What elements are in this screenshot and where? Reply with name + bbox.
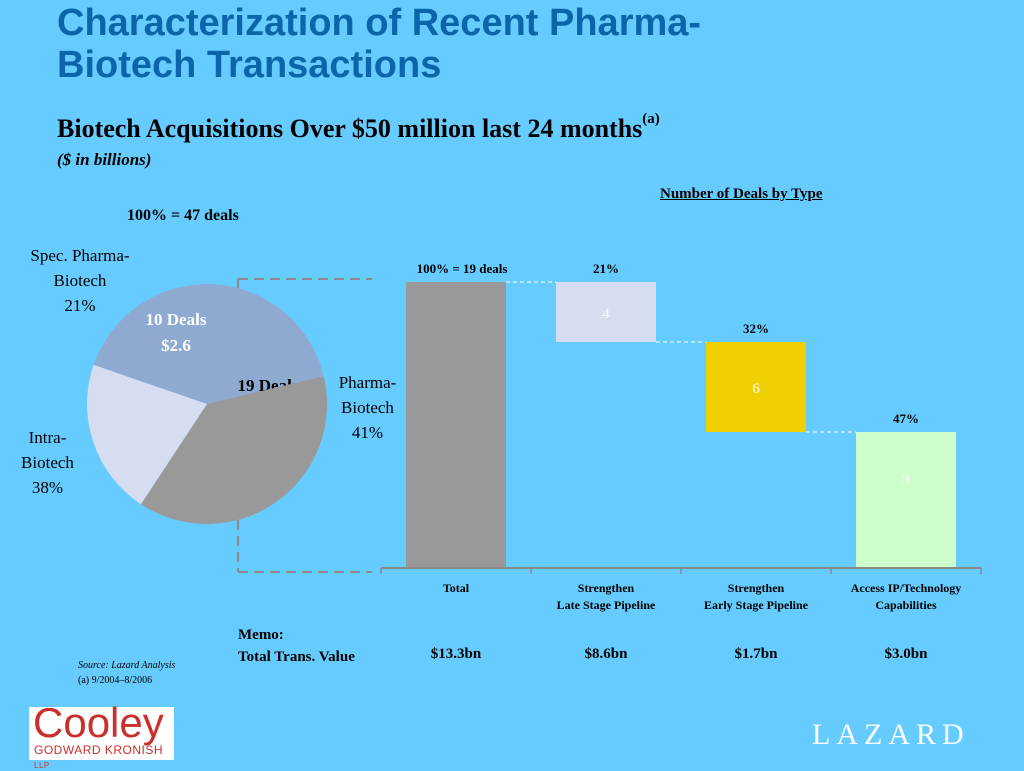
bar-top-label: 21% [593,261,619,276]
category-label-line: Access IP/Technology [850,581,962,595]
bar-ip-tech [856,432,956,567]
category-label-late-stage: Strengthen Late Stage Pipeline [531,580,681,614]
pie-label-line: 38% [31,478,64,497]
page-title: Characterization of Recent Pharma- Biote… [57,2,957,86]
units-note: ($ in billions) [57,150,152,169]
bar-value-label: 4 [602,306,610,322]
bar-total [406,282,506,567]
pie-label-line: Biotech [53,271,107,290]
memo-line: Total Trans. Value [238,649,355,665]
page-subtitle: Biotech Acquisitions Over $50 million la… [57,111,660,144]
footnote-line: (a) 9/2004–8/2006 [78,675,153,686]
pie-slice-value-label: $2.6 [161,336,191,355]
memo-value-ip-tech: $3.0bn [884,646,928,662]
category-label-line: Strengthen [727,581,785,595]
memo-line: Memo: [238,627,284,643]
bar-top-label: 100% = 19 deals [417,261,508,276]
pie-chart: 19 Deals$13.318 Deals$5.610 Deals$2.6 [87,284,327,524]
category-label-line: Strengthen [577,581,635,595]
pie-chart-title: 100% = 47 deals [127,207,239,224]
pie-label-line: 41% [351,423,384,442]
pie-slice-deals-label: 10 Deals [146,310,207,329]
cooley-logo-llp: LLP [34,761,50,770]
bar-value-label: 9 [902,471,910,487]
subtitle-footnote-mark: (a) [642,111,660,128]
category-label-line: Early Stage Pipeline [704,598,808,612]
subtitle-text: Biotech Acquisitions Over $50 million la… [57,114,643,143]
bar-top-label: 47% [893,411,919,426]
pie-slice-pharma-biotech [93,284,324,404]
pie-label-intra-biotech: Intra- Biotech 38% [0,425,95,500]
pie-label-line: Biotech [21,453,74,472]
cooley-logo-main: Cooley [33,699,164,746]
pie-label-spec-pharma: Spec. Pharma- Biotech 21% [10,243,150,318]
pie-slice-intra-biotech [140,376,327,524]
title-line-2: Biotech Transactions [57,44,442,86]
cooley-logo: Cooley GODWARD KRONISH LLP [29,699,174,770]
title-line-1: Characterization of Recent Pharma- [57,2,702,44]
memo-value-total: $13.3bn [430,646,482,662]
category-label-total: Total [381,580,531,597]
pie-label-line: Pharma- [338,373,397,392]
memo-value-early-stage: $1.7bn [734,646,778,662]
category-label-line: Late Stage Pipeline [556,598,656,612]
bar-late-stage [556,282,656,342]
category-label-line: Capabilities [875,598,937,612]
source-notes: Source: Lazard Analysis (a) 9/2004–8/200… [78,658,175,688]
memo-label: Memo: Total Trans. Value [238,624,355,668]
bar-early-stage [706,342,806,432]
source-line: Source: Lazard Analysis [78,660,176,671]
pie-label-line: Biotech [341,398,394,417]
category-label-line: Total [442,581,470,595]
category-label-early-stage: Strengthen Early Stage Pipeline [681,580,831,614]
pie-label-line: Intra- [28,428,67,447]
bar-chart: 100% = 19 deals 21% 4 32% 6 47% 9 [380,261,982,574]
bar-value-label: 6 [752,381,760,397]
cooley-logo-sub: GODWARD KRONISH LLP [34,743,174,771]
pie-slice-spec-pharma [87,364,207,505]
bar-top-label: 32% [743,321,769,336]
pie-label-pharma-biotech: Pharma- Biotech 41% [325,370,410,445]
memo-value-late-stage: $8.6bn [584,646,628,662]
category-label-ip-tech: Access IP/Technology Capabilities [831,580,981,614]
cooley-logo-sub-text: GODWARD KRONISH [34,743,164,757]
bar-chart-title: Number of Deals by Type [660,186,823,202]
pie-label-line: Spec. Pharma- [30,246,130,265]
pie-label-line: 21% [64,296,96,315]
lazard-logo: LAZARD [812,718,970,751]
